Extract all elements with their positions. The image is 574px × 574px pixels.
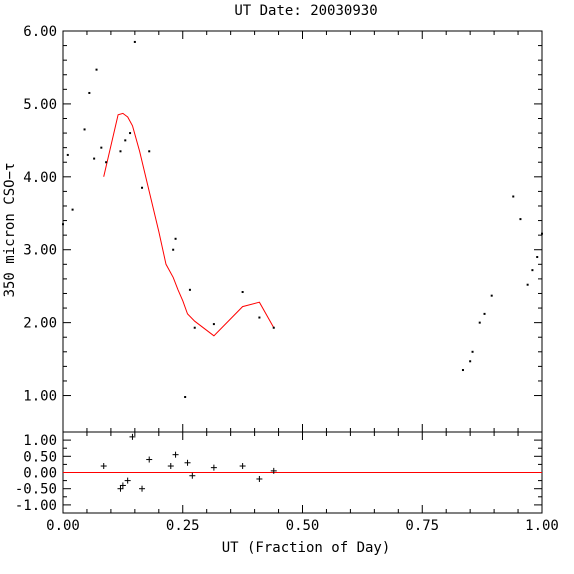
x-tick-label: 0.50 [286,518,320,534]
tau-point [272,326,275,329]
tau-point [519,218,522,221]
residual-point [189,472,196,479]
tau-point [188,288,191,291]
tau-point [526,283,529,286]
residual-points [100,433,277,492]
tau-point [531,269,534,272]
tau-point [141,186,144,189]
residual-point [167,463,174,470]
top-y-tick-label: 2.00 [23,316,57,332]
x-tick-labels: 0.00 0.25 0.50 0.75 1.00 [46,518,559,534]
tau-point [512,195,515,198]
tau-point [490,294,493,297]
tau-point [83,128,86,131]
residual-point [256,475,263,482]
tau-point [129,132,132,135]
residual-point [100,463,107,470]
top-y-tick-label: 1.00 [23,389,57,405]
tau-point [148,150,151,153]
tau-point [541,232,543,235]
tau-point [471,350,474,353]
tau-data-points [62,40,543,399]
tau-point [119,150,122,153]
tau-point [133,40,136,43]
x-axis-label: UT (Fraction of Day) [222,540,391,556]
residual-point [117,485,124,492]
x-tick-label: 0.00 [46,518,80,534]
tau-point [124,139,127,142]
residual-point [124,477,131,484]
chart-title: UT Date: 20030930 [234,3,377,19]
tau-point [461,369,464,372]
fit-line-series [103,112,275,337]
tau-point [95,68,98,71]
tau-point [483,312,486,315]
top-y-tick-label: 6.00 [23,24,57,40]
bottom-y-tick-labels: -1.00-0.500.000.501.00 [15,433,57,514]
top-plot-frame [62,30,543,433]
residual-point [129,433,136,440]
bottom-y-tick-label: 0.50 [23,449,57,465]
residual-point [210,464,217,471]
tau-point [184,396,187,399]
bottom-y-tick-label: 1.00 [23,433,57,449]
x-tick-label: 1.00 [525,518,559,534]
tau-point [536,256,539,259]
top-panel: 1.00 2.00 3.00 4.00 5.00 6.00 350 micron CSO−… [2,24,543,433]
bottom-y-tick-label: -1.00 [15,498,57,514]
tau-point [174,237,177,240]
top-y-tick-label: 5.00 [23,97,57,113]
top-y-tick-label: 3.00 [23,243,57,259]
tau-point [62,223,64,226]
bottom-tick-marks [62,432,543,513]
tau-point [93,157,96,160]
tau-point [88,91,91,94]
tau-point [71,208,74,211]
residual-point [270,467,277,474]
top-tick-marks [62,30,543,432]
tau-point [172,248,175,251]
residual-point [172,451,179,458]
x-tick-label: 0.75 [405,518,439,534]
top-y-tick-label: 4.00 [23,170,57,186]
residual-point [119,482,126,489]
top-y-tick-labels: 1.00 2.00 3.00 4.00 5.00 6.00 [23,24,57,405]
tau-point [66,153,69,156]
bottom-y-tick-label: -0.50 [15,482,57,498]
tau-point [241,291,244,294]
tau-point [193,326,196,329]
bottom-y-tick-label: 0.00 [23,466,57,482]
tau-point [469,360,472,363]
residual-point [146,456,153,463]
residual-point [239,463,246,470]
tau-point [105,161,108,164]
tau-point [100,146,103,149]
tau-point [478,321,481,324]
tau-point [212,323,215,326]
x-tick-label: 0.25 [166,518,200,534]
bottom-panel: -1.00-0.500.000.501.00 0.00 0.25 0.50 0.75 1… [15,431,559,556]
tau-point [258,316,261,319]
residual-point [139,485,146,492]
y-axis-label: 350 micron CSO−τ [2,163,18,298]
residual-point [184,459,191,466]
